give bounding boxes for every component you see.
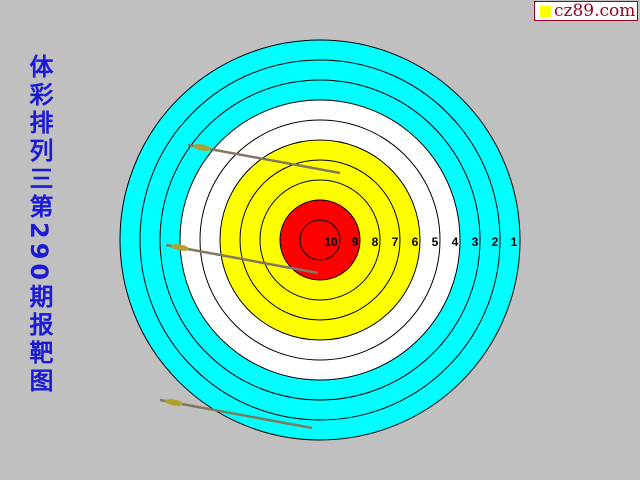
arrow-fletching-icon <box>171 244 189 251</box>
page-title: 体彩排列三第290期报靶图 <box>25 54 53 397</box>
ring-label-1: 1 <box>511 235 518 249</box>
arrow-shaft <box>165 243 319 275</box>
ring-label-3: 3 <box>472 235 479 249</box>
arrow-2 <box>165 243 319 275</box>
arrow-shaft <box>187 143 341 175</box>
ring-label-7: 7 <box>392 235 399 249</box>
site-logo[interactable]: cz89.com <box>534 1 638 21</box>
ring-label-6: 6 <box>412 235 419 249</box>
logo-square-icon <box>540 5 551 17</box>
arrow-fletching-icon <box>193 144 211 151</box>
logo-text: cz89.com <box>554 1 636 21</box>
ring-label-2: 2 <box>492 235 499 249</box>
arrow-fletching-icon <box>165 399 183 406</box>
ring-label-10: 10 <box>324 235 338 249</box>
arrow-shaft <box>159 398 313 430</box>
arrow-3 <box>159 398 313 430</box>
ring-10 <box>299 219 341 261</box>
ring-label-8: 8 <box>372 235 379 249</box>
ring-label-5: 5 <box>432 235 439 249</box>
ring-label-9: 9 <box>352 235 359 249</box>
arrow-1 <box>187 143 341 175</box>
ring-label-4: 4 <box>452 235 459 249</box>
